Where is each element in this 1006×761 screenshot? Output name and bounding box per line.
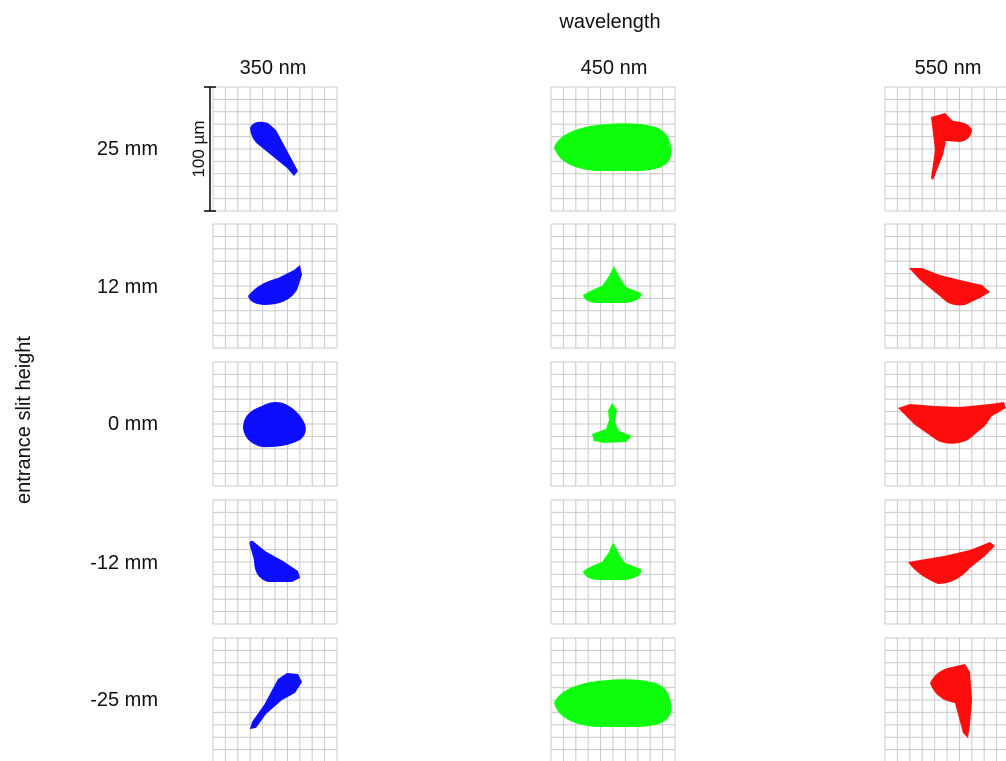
column-label-550nm: 550 nm bbox=[915, 57, 982, 79]
grid-panel-r3-c2 bbox=[884, 499, 1006, 625]
spot-350nm-minus25mm bbox=[250, 673, 302, 729]
spot-350nm-12mm bbox=[248, 265, 302, 305]
spot-550nm-minus12mm bbox=[908, 542, 995, 584]
spot-350nm-minus12mm bbox=[249, 540, 300, 582]
row-label-12mm: 12 mm bbox=[97, 276, 158, 298]
spot-350nm-25mm bbox=[250, 121, 298, 176]
column-label-350nm: 350 nm bbox=[240, 57, 307, 79]
row-label-minus12mm: -12 mm bbox=[90, 552, 158, 574]
spot-450nm-12mm bbox=[583, 266, 642, 303]
spot-450nm-minus25mm bbox=[554, 679, 672, 727]
column-label-450nm: 450 nm bbox=[581, 57, 648, 79]
grid-panel-r3-c0 bbox=[212, 499, 338, 625]
spot-550nm-minus25mm bbox=[930, 664, 972, 738]
grid-panel-r1-c0 bbox=[212, 223, 338, 349]
spot-450nm-minus12mm bbox=[583, 542, 642, 580]
scale-bar-label: 100 µm bbox=[189, 120, 208, 177]
scale-bar: 100 µm bbox=[189, 86, 216, 212]
spot-grid-panels bbox=[212, 86, 1006, 761]
spot-450nm-0mm bbox=[592, 403, 632, 443]
row-label-minus25mm: -25 mm bbox=[90, 689, 158, 711]
row-axis-label: entrance slit height bbox=[13, 336, 35, 504]
row-label-0mm: 0 mm bbox=[108, 413, 158, 435]
spot-550nm-25mm bbox=[931, 113, 972, 180]
row-label-25mm: 25 mm bbox=[97, 138, 158, 160]
spot-550nm-0mm bbox=[898, 402, 1006, 444]
spot-350nm-0mm bbox=[243, 402, 306, 448]
grid-panel-r4-c0 bbox=[212, 637, 338, 761]
grid-panel-r0-c0 bbox=[212, 86, 338, 212]
column-axis-label: wavelength bbox=[558, 11, 660, 33]
spot-patterns bbox=[243, 113, 1006, 738]
spot-450nm-25mm bbox=[554, 123, 672, 171]
spot-550nm-12mm bbox=[909, 268, 990, 306]
grid-panel-r0-c2 bbox=[884, 86, 1006, 212]
